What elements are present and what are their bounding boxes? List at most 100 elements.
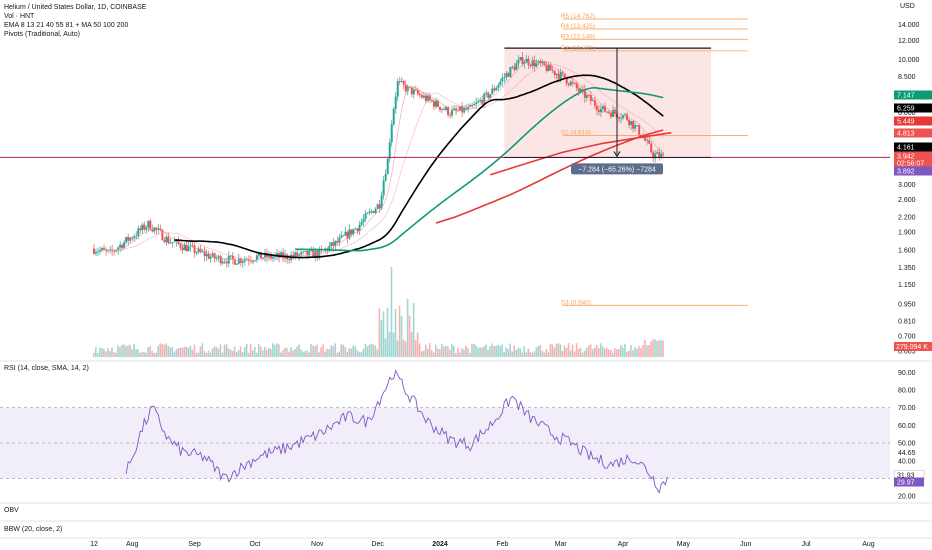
volume-bar	[595, 344, 598, 357]
volume-bar	[597, 348, 600, 357]
candle-body	[656, 152, 659, 154]
volume-bar	[392, 332, 395, 357]
candle-body	[650, 143, 653, 153]
volume-bar	[139, 352, 141, 357]
time-tick-label: Jun	[740, 541, 751, 548]
volume-bar	[613, 348, 616, 357]
candle-body	[199, 248, 202, 252]
candle-body	[294, 252, 297, 257]
rsi-legend[interactable]: RSI (14, close, SMA, 14, 2)	[4, 365, 89, 372]
candle-body	[513, 66, 516, 70]
volume-bar	[121, 344, 123, 357]
candle-body	[221, 261, 224, 264]
volume-bar	[237, 350, 240, 357]
candle-body	[662, 153, 665, 155]
volume-bar	[332, 346, 334, 357]
volume-bar	[632, 350, 634, 357]
volume-bar	[509, 343, 511, 357]
volume-bar	[372, 344, 375, 357]
volume-bar	[384, 338, 387, 357]
rsi-tick-label: 70.00	[898, 405, 916, 412]
volume-bar	[103, 349, 105, 357]
volume-bar	[243, 347, 246, 357]
candle-body	[133, 236, 136, 239]
candle-body	[380, 195, 383, 209]
candle-body	[185, 244, 188, 252]
candle-body	[366, 212, 369, 214]
volume-bar	[336, 352, 338, 357]
volume-bar	[559, 344, 562, 357]
volume-bar	[314, 346, 316, 357]
volume-bar	[203, 350, 206, 357]
volume-bar	[302, 351, 304, 357]
volume-bar	[143, 352, 145, 357]
candle-body	[205, 253, 208, 257]
volume-bar	[310, 343, 312, 357]
candle-body	[533, 60, 536, 67]
volume-bar	[133, 343, 135, 357]
candle-body	[587, 95, 590, 96]
volume-legend[interactable]: Vol · HNT	[4, 13, 35, 20]
volume-bar	[247, 352, 250, 357]
volume-bar	[449, 349, 451, 357]
volume-bar	[370, 343, 373, 357]
volume-bar	[656, 340, 658, 357]
currency-label: USD	[900, 3, 915, 10]
candle-body	[501, 77, 504, 82]
candle-body	[105, 249, 108, 251]
candle-body	[620, 117, 623, 119]
candle-body	[119, 244, 122, 248]
price-tag-label: 3.942	[897, 154, 915, 161]
volume-bar	[189, 345, 192, 357]
volume-bar	[259, 346, 262, 357]
pivots-legend[interactable]: Pivots (Traditional, Auto)	[4, 31, 80, 38]
volume-bar	[424, 344, 427, 357]
candle-body	[364, 213, 367, 219]
candle-body	[581, 89, 584, 90]
candle-body	[300, 252, 303, 255]
volume-bar	[187, 347, 190, 357]
volume-bar	[123, 344, 125, 357]
candle-body	[618, 117, 621, 119]
candle-body	[350, 229, 353, 235]
volume-bar	[620, 345, 622, 357]
volume-bar	[549, 344, 552, 357]
volume-bar	[628, 350, 630, 357]
volume-bar	[165, 343, 168, 357]
volume-bar	[519, 348, 522, 357]
candle-body	[461, 106, 464, 113]
bbw-legend[interactable]: BBW (20, close, 2)	[4, 526, 63, 533]
candle-body	[531, 60, 534, 67]
volume-bar	[616, 349, 618, 357]
candle-body	[634, 125, 637, 129]
volume-bar	[137, 349, 139, 357]
obv-legend[interactable]: OBV	[4, 507, 19, 514]
volume-bar	[127, 345, 129, 357]
candle-body	[613, 109, 616, 114]
volume-bar	[434, 344, 437, 357]
candle-body	[497, 84, 500, 88]
candle-body	[398, 81, 401, 82]
price-tag-box	[894, 166, 932, 176]
volume-bar	[197, 352, 200, 357]
volume-bar	[93, 352, 95, 357]
volume-bar	[436, 348, 439, 357]
volume-bar	[322, 344, 324, 357]
candle-body	[628, 120, 631, 126]
candle-body	[559, 71, 562, 79]
volume-bar	[185, 346, 188, 357]
candle-body	[169, 242, 172, 244]
volume-bar	[147, 347, 149, 357]
volume-bar	[265, 349, 268, 357]
volume-bar	[161, 344, 163, 357]
volume-bar	[543, 352, 546, 357]
volume-bar	[461, 348, 463, 357]
candle-body	[257, 252, 260, 256]
price-tick-label: 8.500	[898, 74, 916, 81]
candle-body	[201, 251, 204, 253]
ema-legend[interactable]: EMA 8 13 21 40 55 81 + MA 50 100 200	[4, 22, 129, 29]
volume-bar	[402, 339, 405, 357]
volume-bar	[525, 352, 528, 357]
candle-body	[103, 248, 106, 250]
